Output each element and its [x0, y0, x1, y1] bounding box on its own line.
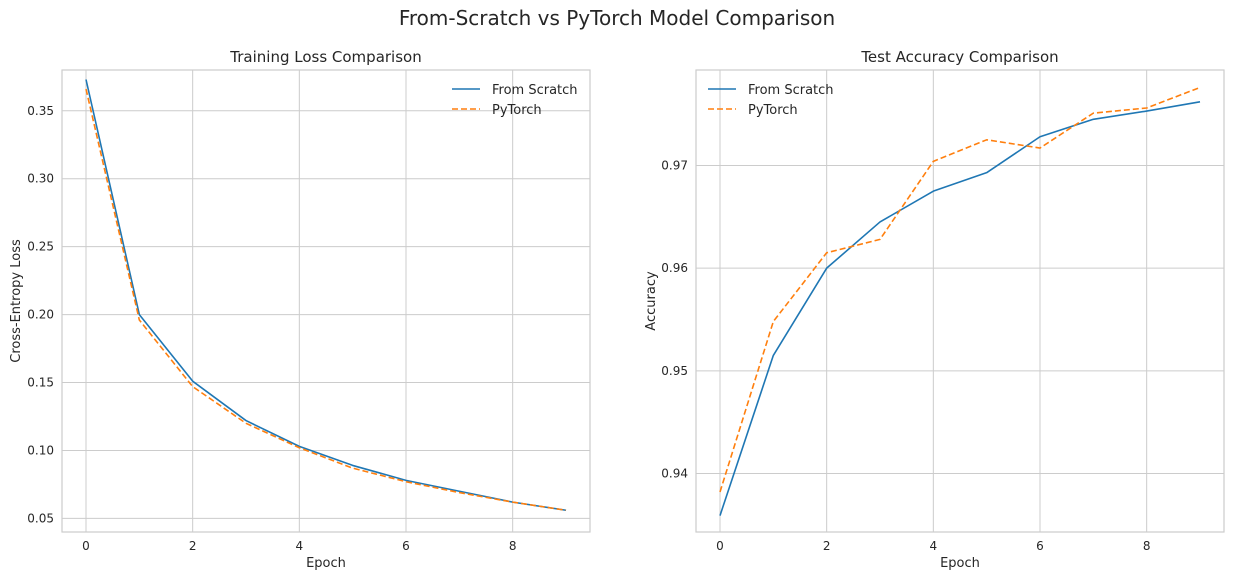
panel-2-x-tick-label: 6 — [1036, 539, 1044, 553]
panel-1-title: Training Loss Comparison — [229, 48, 421, 66]
panel-2-y-tick-label: 0.96 — [661, 261, 688, 275]
panel-2-y-tick-label: 0.97 — [661, 158, 688, 172]
panel-2-legend-label: PyTorch — [748, 103, 798, 118]
panel-1-x-tick-label: 0 — [82, 539, 90, 553]
panel-1-x-tick-label: 2 — [189, 539, 197, 553]
panel-1-x-tick-label: 6 — [402, 539, 410, 553]
panel-2-plot-frame — [695, 69, 1225, 533]
panel-2-x-axis-label: Epoch — [940, 556, 980, 571]
figure-suptitle: From-Scratch vs PyTorch Model Comparison — [399, 6, 835, 30]
panel-2-y-tick-label: 0.95 — [661, 364, 688, 378]
panel-1-legend-label: From Scratch — [492, 83, 578, 98]
panel-2-series-line-pytorch — [719, 86, 1201, 493]
panel-1-y-tick-label: 0.05 — [27, 511, 54, 525]
panel-1-y-tick-label: 0.20 — [27, 308, 54, 322]
panel-2-title: Test Accuracy Comparison — [860, 48, 1058, 66]
panel-1-legend-label: PyTorch — [492, 103, 542, 118]
panel-1-x-tick-label: 8 — [509, 539, 517, 553]
panel-2-x-tick-label: 2 — [823, 539, 831, 553]
panel-1-plot-frame — [61, 69, 591, 533]
panel-1-series-line-pytorch — [85, 88, 567, 512]
panel-1-y-tick-label: 0.30 — [27, 172, 54, 186]
panel-2-x-tick-label: 4 — [930, 539, 938, 553]
panel-1-x-tick-label: 4 — [296, 539, 304, 553]
panel-2-x-tick-label: 0 — [716, 539, 724, 553]
panel-2-y-tick-label: 0.94 — [661, 466, 688, 480]
panel-1-x-axis-label: Epoch — [306, 556, 346, 571]
panel-1-y-tick-label: 0.15 — [27, 376, 54, 390]
panel-1-y-tick-label: 0.10 — [27, 443, 54, 457]
panel-2-series-line-from-scratch — [719, 101, 1201, 516]
panel-2-y-axis-label: Accuracy — [644, 271, 659, 331]
panel-1-y-tick-label: 0.35 — [27, 104, 54, 118]
panel-1-series-line-from-scratch — [85, 79, 567, 512]
panel-1-y-tick-label: 0.25 — [27, 240, 54, 254]
panel-1-y-axis-label: Cross-Entropy Loss — [9, 239, 24, 363]
panel-2-x-tick-label: 8 — [1143, 539, 1151, 553]
panel-2-legend-label: From Scratch — [748, 83, 834, 98]
